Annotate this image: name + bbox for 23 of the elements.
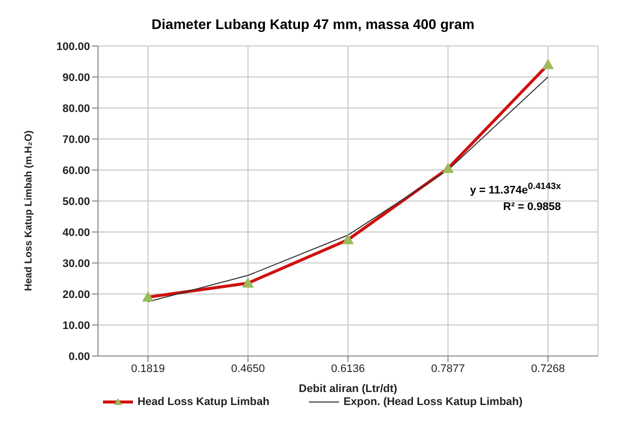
y-tick-label: 100.00	[56, 40, 90, 53]
y-tick-label: 50.00	[62, 196, 90, 208]
annotation: R² = 0.9858	[502, 200, 561, 215]
y-tick-label: 20.00	[62, 288, 90, 301]
legend-label: Expon. (Head Loss Katup Limbah)	[342, 396, 523, 408]
y-tick-label: 80.00	[62, 102, 90, 115]
x-tick-label: 0.7877	[431, 362, 465, 375]
y-tick-label: 40.00	[62, 226, 90, 239]
x-axis-title: Debit aliran (Ltr/dt)	[298, 383, 398, 395]
y-axis-title: Head Loss Katup Limbah (m.H₂O)	[24, 130, 35, 291]
y-tick-label: 30.00	[62, 258, 90, 270]
x-tick-label: 0.6136	[331, 362, 365, 375]
y-tick-label: 90.00	[62, 72, 90, 84]
y-tick-label: 60.00	[62, 164, 90, 177]
x-tick-label: 0.1819	[131, 362, 165, 375]
legend-label: Head Loss Katup Limbah	[136, 396, 270, 408]
annotation: y = 11.374e$^{0.4143x}$	[470, 180, 561, 199]
chart-title: Diameter Lubang Katup 47 mm, massa 400 gram	[150, 16, 476, 32]
y-tick-label: 10.00	[62, 320, 90, 332]
x-tick-label: 0.4650	[231, 362, 265, 375]
x-tick-label: 0.7268	[531, 362, 565, 375]
y-tick-label: 70.00	[62, 134, 90, 146]
y-tick-label: 0.00	[68, 350, 90, 363]
